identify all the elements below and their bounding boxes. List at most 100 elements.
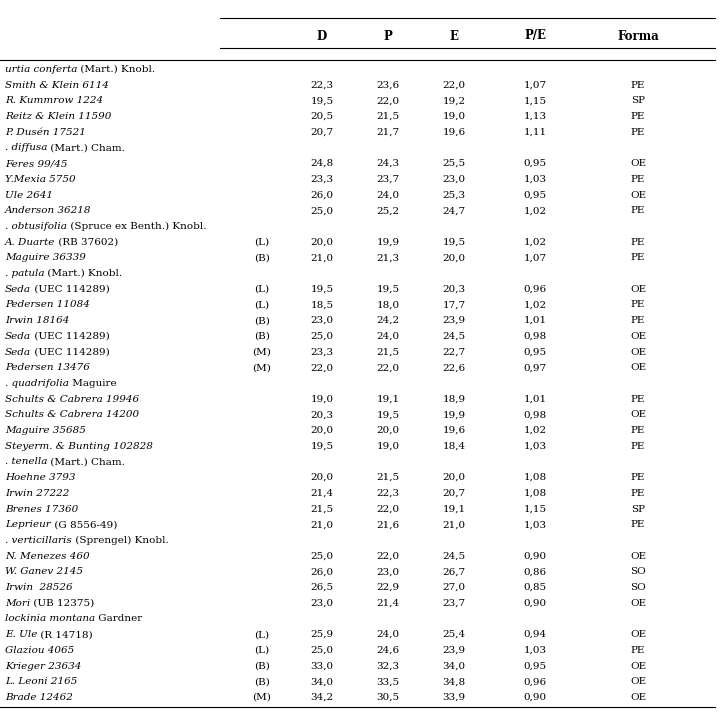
Text: 19,1: 19,1 (442, 505, 466, 513)
Text: 34,2: 34,2 (310, 693, 333, 702)
Text: 21,4: 21,4 (310, 489, 333, 498)
Text: 19,5: 19,5 (442, 238, 466, 247)
Text: PE: PE (631, 128, 645, 136)
Text: N. Menezes 460: N. Menezes 460 (5, 552, 89, 560)
Text: OE: OE (630, 159, 646, 168)
Text: 24,3: 24,3 (377, 159, 400, 168)
Text: 19,5: 19,5 (377, 410, 400, 419)
Text: 21,6: 21,6 (377, 521, 400, 529)
Text: (B): (B) (254, 253, 270, 262)
Text: Feres 99/45: Feres 99/45 (5, 159, 68, 168)
Text: 21,0: 21,0 (310, 521, 333, 529)
Text: Steyerm. & Bunting 102828: Steyerm. & Bunting 102828 (5, 442, 153, 451)
Text: 1,02: 1,02 (523, 426, 546, 435)
Text: 19,6: 19,6 (442, 426, 466, 435)
Text: 24,0: 24,0 (377, 332, 400, 341)
Text: 22,3: 22,3 (310, 81, 333, 90)
Text: Y.Mexia 5750: Y.Mexia 5750 (5, 175, 76, 184)
Text: SP: SP (631, 505, 645, 513)
Text: Brade 12462: Brade 12462 (5, 693, 73, 702)
Text: 0,97: 0,97 (523, 363, 546, 373)
Text: (L): (L) (254, 645, 269, 655)
Text: 19,0: 19,0 (377, 442, 400, 451)
Text: Gardner: Gardner (95, 614, 143, 623)
Text: E. Ule: E. Ule (5, 630, 37, 639)
Text: 1,02: 1,02 (523, 300, 546, 310)
Text: 24,5: 24,5 (442, 332, 466, 341)
Text: D: D (317, 30, 327, 43)
Text: 19,1: 19,1 (377, 395, 400, 404)
Text: 24,5: 24,5 (442, 552, 466, 560)
Text: (B): (B) (254, 332, 270, 341)
Text: P. Dusén 17521: P. Dusén 17521 (5, 128, 86, 136)
Text: 0,86: 0,86 (523, 567, 546, 576)
Text: (Sprengel) Knobl.: (Sprengel) Knobl. (72, 536, 168, 545)
Text: (Mart.) Knobl.: (Mart.) Knobl. (45, 269, 122, 278)
Text: 34,8: 34,8 (442, 677, 466, 686)
Text: Seda: Seda (5, 332, 31, 341)
Text: Ule 2641: Ule 2641 (5, 191, 53, 199)
Text: 22,0: 22,0 (310, 363, 333, 373)
Text: 18,5: 18,5 (310, 300, 333, 310)
Text: 20,0: 20,0 (442, 253, 466, 262)
Text: 0,95: 0,95 (523, 347, 546, 357)
Text: 0,98: 0,98 (523, 332, 546, 341)
Text: 24,0: 24,0 (377, 630, 400, 639)
Text: 1,01: 1,01 (523, 395, 546, 404)
Text: 1,03: 1,03 (523, 175, 546, 184)
Text: Brenes 17360: Brenes 17360 (5, 505, 78, 513)
Text: 27,0: 27,0 (442, 583, 466, 592)
Text: 1,13: 1,13 (523, 112, 546, 121)
Text: (L): (L) (254, 284, 269, 294)
Text: (RB 37602): (RB 37602) (55, 238, 119, 247)
Text: 0,95: 0,95 (523, 661, 546, 671)
Text: Irwin  28526: Irwin 28526 (5, 583, 73, 592)
Text: (UB 12375): (UB 12375) (30, 599, 94, 608)
Text: lockinia montana: lockinia montana (5, 614, 95, 623)
Text: (M): (M) (253, 693, 271, 702)
Text: 22,0: 22,0 (377, 96, 400, 105)
Text: L. Leoni 2165: L. Leoni 2165 (5, 677, 77, 686)
Text: . obtusifolia: . obtusifolia (5, 222, 67, 231)
Text: 23,0: 23,0 (442, 175, 466, 184)
Text: (Mart.) Knobl.: (Mart.) Knobl. (77, 65, 156, 74)
Text: 20,0: 20,0 (310, 473, 333, 482)
Text: 25,4: 25,4 (442, 630, 466, 639)
Text: 20,0: 20,0 (310, 238, 333, 247)
Text: Schults & Cabrera 19946: Schults & Cabrera 19946 (5, 395, 139, 404)
Text: 0,96: 0,96 (523, 677, 546, 686)
Text: OE: OE (630, 284, 646, 294)
Text: 21,0: 21,0 (442, 521, 466, 529)
Text: 19,5: 19,5 (310, 96, 333, 105)
Text: SP: SP (631, 96, 645, 105)
Text: (L): (L) (254, 630, 269, 639)
Text: (L): (L) (254, 238, 269, 247)
Text: PE: PE (631, 175, 645, 184)
Text: 24,2: 24,2 (377, 316, 400, 325)
Text: (UEC 114289): (UEC 114289) (31, 332, 109, 341)
Text: R. Kummrow 1224: R. Kummrow 1224 (5, 96, 103, 105)
Text: 1,01: 1,01 (523, 316, 546, 325)
Text: Maguire: Maguire (69, 379, 117, 388)
Text: 0,96: 0,96 (523, 284, 546, 294)
Text: Schults & Cabrera 14200: Schults & Cabrera 14200 (5, 410, 139, 419)
Text: P: P (384, 30, 392, 43)
Text: 33,9: 33,9 (442, 693, 466, 702)
Text: 20,7: 20,7 (442, 489, 466, 498)
Text: 22,0: 22,0 (442, 81, 466, 90)
Text: 18,0: 18,0 (377, 300, 400, 310)
Text: Maguire 36339: Maguire 36339 (5, 253, 86, 262)
Text: 21,5: 21,5 (377, 347, 400, 357)
Text: (Mart.) Cham.: (Mart.) Cham. (48, 144, 125, 152)
Text: 1,02: 1,02 (523, 206, 546, 215)
Text: 25,0: 25,0 (310, 552, 333, 560)
Text: 0,85: 0,85 (523, 583, 546, 592)
Text: 1,11: 1,11 (523, 128, 546, 136)
Text: Pedersen 13476: Pedersen 13476 (5, 363, 90, 373)
Text: PE: PE (631, 206, 645, 215)
Text: 20,0: 20,0 (310, 426, 333, 435)
Text: PE: PE (631, 645, 645, 655)
Text: 23,9: 23,9 (442, 645, 466, 655)
Text: . quadrifolia: . quadrifolia (5, 379, 69, 388)
Text: Krieger 23634: Krieger 23634 (5, 661, 81, 671)
